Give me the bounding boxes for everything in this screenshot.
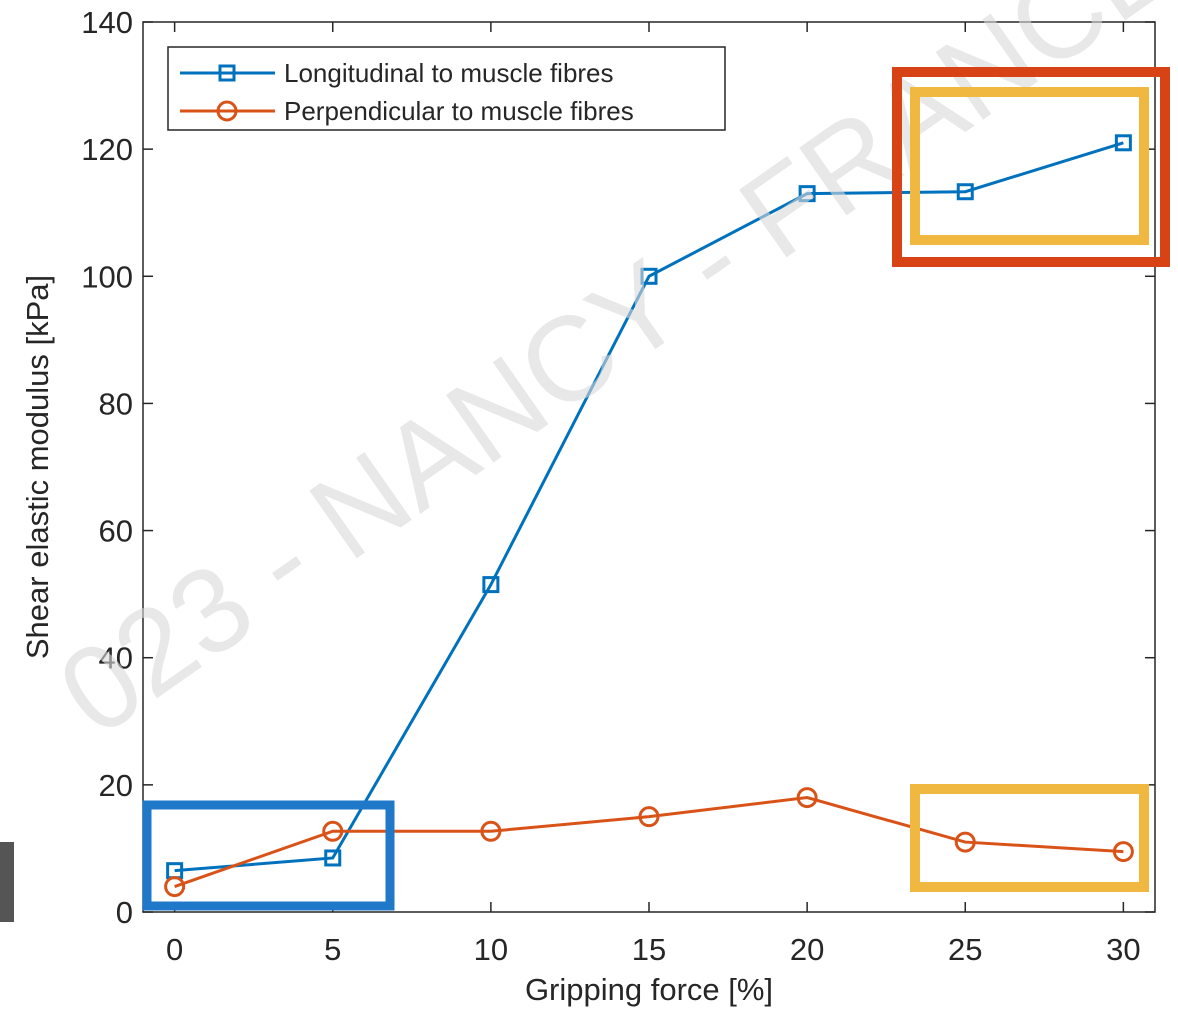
highlight-box: [910, 87, 1149, 245]
y-axis-label: Shear elastic modulus [kPa]: [20, 275, 55, 659]
highlight-box: [142, 800, 395, 911]
legend-label: Longitudinal to muscle fibres: [284, 58, 614, 88]
marker: [164, 876, 186, 898]
legend-marker: [218, 64, 236, 82]
legend-label: Perpendicular to muscle fibres: [284, 96, 634, 126]
x-tick-label: 0: [166, 932, 183, 967]
highlight-box: [892, 67, 1170, 267]
legend-marker: [216, 100, 238, 122]
marker: [322, 820, 344, 842]
marker: [798, 185, 816, 203]
marker: [1114, 134, 1132, 152]
y-tick-label: 40: [99, 641, 133, 676]
legend: Longitudinal to muscle fibres Perpendicul…: [167, 46, 726, 131]
marker: [482, 576, 500, 594]
x-axis-label: Gripping force [%]: [525, 972, 773, 1007]
marker: [954, 831, 976, 853]
highlight-box: [910, 784, 1149, 892]
y-tick-label: 80: [99, 386, 133, 421]
y-tick-label: 100: [81, 259, 133, 294]
plot-area: 0 5 10 15 20 25 30 0 20 40 60 80 100 120 140 Longitudin…: [81, 5, 1156, 967]
x-tick-label: 15: [632, 932, 666, 967]
marker: [796, 787, 818, 809]
y-tick-label: 120: [81, 132, 133, 167]
marker: [640, 267, 658, 285]
y-tick-label: 60: [99, 514, 133, 549]
x-tick-label: 5: [324, 932, 341, 967]
y-tick-label: 20: [99, 768, 133, 803]
marker: [956, 183, 974, 201]
axes-box: [142, 21, 1156, 913]
x-tick-label: 30: [1106, 932, 1140, 967]
series-line: [174, 141, 1124, 873]
legend-box: [167, 46, 726, 131]
x-tick-label: 25: [948, 932, 982, 967]
series-line: [174, 796, 1124, 888]
y-tick-label: 0: [116, 895, 133, 930]
image-fragment: [0, 842, 14, 922]
marker: [638, 806, 660, 828]
marker: [324, 849, 342, 867]
y-tick-label: 140: [81, 5, 133, 40]
marker: [1112, 841, 1134, 863]
x-tick-label: 10: [474, 932, 508, 967]
x-tick-label: 20: [790, 932, 824, 967]
marker: [480, 820, 502, 842]
